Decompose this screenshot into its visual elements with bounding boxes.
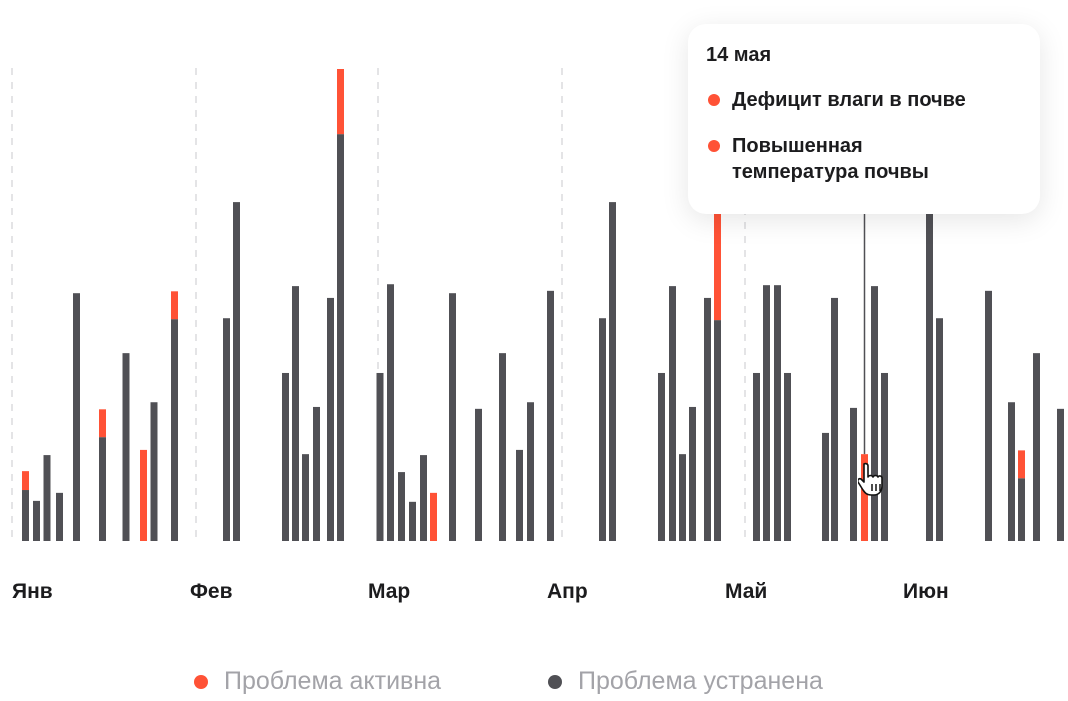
bar-resolved[interactable] <box>376 372 384 541</box>
bar-resolved[interactable] <box>881 372 888 541</box>
bar-resolved[interactable] <box>99 437 106 541</box>
bar-resolved[interactable] <box>784 372 791 541</box>
bar-resolved[interactable] <box>387 284 394 541</box>
bar-active[interactable] <box>171 291 178 320</box>
active-dot-icon <box>708 140 720 152</box>
bar-resolved[interactable] <box>516 449 523 541</box>
bar-resolved[interactable] <box>56 492 63 541</box>
bar-resolved[interactable] <box>1008 402 1015 541</box>
bar-resolved[interactable] <box>822 432 829 541</box>
bar-resolved[interactable] <box>233 202 240 541</box>
bar-resolved[interactable] <box>669 286 676 541</box>
bar-resolved[interactable] <box>871 286 878 541</box>
bar-resolved[interactable] <box>22 490 29 541</box>
legend-label-resolved: Проблема устранена <box>578 667 823 695</box>
bar-resolved[interactable] <box>1033 353 1040 541</box>
bar-resolved[interactable] <box>43 455 51 541</box>
bar-resolved[interactable] <box>33 500 40 541</box>
bar-active[interactable] <box>430 492 437 541</box>
bar-resolved[interactable] <box>1018 478 1025 541</box>
bar-resolved[interactable] <box>831 297 838 541</box>
bar-active[interactable] <box>337 69 344 135</box>
hand-pointer-icon <box>858 462 883 496</box>
bar-resolved[interactable] <box>449 293 456 541</box>
bar-resolved[interactable] <box>223 318 230 541</box>
active-dot-icon <box>194 674 208 689</box>
tooltip-item: Дефицит влаги в почве <box>706 87 1022 113</box>
bar-resolved[interactable] <box>609 202 616 541</box>
bar-resolved[interactable] <box>475 408 482 541</box>
bar-resolved[interactable] <box>122 353 130 541</box>
bar-resolved[interactable] <box>327 297 334 541</box>
bar-resolved[interactable] <box>547 290 554 541</box>
bar-resolved[interactable] <box>292 286 299 541</box>
bar-resolved[interactable] <box>714 320 721 541</box>
bar-resolved[interactable] <box>1057 408 1064 541</box>
bar-resolved[interactable] <box>689 406 696 541</box>
bar-resolved[interactable] <box>282 372 289 541</box>
bar-resolved[interactable] <box>313 406 320 541</box>
month-label-may: Май <box>725 580 768 603</box>
tooltip-item-label: Повышенная температура почвы <box>732 135 929 183</box>
bar-resolved[interactable] <box>420 455 427 541</box>
tooltip-item: Повышенная температура почвы <box>706 133 1022 185</box>
bar-resolved[interactable] <box>704 297 711 541</box>
resolved-dot-icon <box>548 674 562 689</box>
month-label-jun: Июн <box>903 580 949 603</box>
bar-resolved[interactable] <box>658 372 665 541</box>
active-dot-icon <box>708 94 720 106</box>
bar-active[interactable] <box>140 449 147 541</box>
bar-active[interactable] <box>1018 450 1025 479</box>
bar-resolved[interactable] <box>337 134 344 542</box>
tooltip-date: 14 мая <box>706 44 772 66</box>
legend-item-resolved[interactable]: Проблема устранена <box>548 667 823 696</box>
tooltip-item-label: Дефицит влаги в почве <box>732 89 966 111</box>
bar-resolved[interactable] <box>398 472 405 541</box>
bar-active[interactable] <box>861 454 868 541</box>
legend-label-active: Проблема активна <box>224 667 442 695</box>
bar-resolved[interactable] <box>926 202 933 541</box>
bar-resolved[interactable] <box>150 402 158 541</box>
bar-resolved[interactable] <box>679 454 686 541</box>
legend-item-active[interactable]: Проблема активна <box>194 667 441 696</box>
bar-resolved[interactable] <box>850 407 857 541</box>
bar-resolved[interactable] <box>409 501 416 541</box>
month-label-mar: Мар <box>368 580 411 603</box>
bar-active[interactable] <box>22 471 29 491</box>
month-label-jan: Янв <box>12 580 53 603</box>
bar-resolved[interactable] <box>499 353 506 541</box>
bar-resolved[interactable] <box>774 285 781 541</box>
bar-resolved[interactable] <box>73 293 80 541</box>
bar-resolved[interactable] <box>753 372 760 541</box>
bar-resolved[interactable] <box>599 318 606 541</box>
bar-resolved[interactable] <box>527 402 534 541</box>
bar-active[interactable] <box>99 409 106 438</box>
legend: Проблема активна Проблема устранена <box>0 667 1068 701</box>
month-label-apr: Апр <box>547 580 588 603</box>
bar-resolved[interactable] <box>985 290 992 541</box>
bar-resolved[interactable] <box>763 285 770 541</box>
month-label-feb: Фев <box>190 580 233 603</box>
bar-resolved[interactable] <box>936 318 943 541</box>
bar-resolved[interactable] <box>171 319 178 541</box>
bar-resolved[interactable] <box>302 454 309 541</box>
tooltip: 14 мая Дефицит влаги в почве Повышенная … <box>688 24 1040 214</box>
